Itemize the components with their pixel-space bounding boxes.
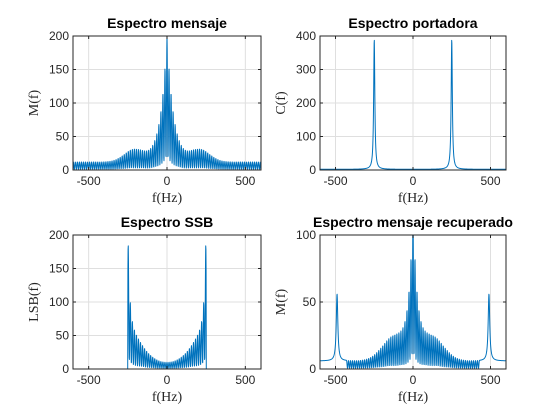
x-tick-label: 0 [410, 174, 417, 188]
y-tick-label: 50 [56, 329, 70, 343]
x-tick-label: 500 [235, 373, 255, 387]
y-tick-label: 100 [296, 228, 316, 242]
y-tick-label: 0 [62, 163, 69, 177]
chart-title: Espectro SSB [121, 214, 214, 230]
y-tick-label: 0 [309, 362, 316, 376]
x-tick-label: 0 [164, 174, 171, 188]
x-tick-label: 500 [480, 373, 500, 387]
x-tick-label: -500 [77, 373, 101, 387]
series-line [73, 36, 261, 170]
x-axis-label: f(Hz) [152, 191, 183, 206]
y-tick-label: 0 [62, 362, 69, 376]
x-axis-label: f(Hz) [398, 191, 429, 206]
y-tick-label: 200 [49, 29, 69, 43]
x-tick-label: -500 [323, 373, 347, 387]
y-tick-label: 150 [49, 262, 69, 276]
series-line [73, 245, 261, 369]
y-tick-label: 200 [49, 228, 69, 242]
y-tick-label: 400 [296, 29, 316, 43]
y-tick-label: 100 [49, 96, 69, 110]
x-tick-label: 500 [235, 174, 255, 188]
chart-title: Espectro portadora [348, 15, 477, 31]
y-tick-label: 0 [309, 163, 316, 177]
x-tick-label: 500 [480, 174, 500, 188]
y-tick-label: 100 [296, 130, 316, 144]
x-tick-label: -500 [323, 174, 347, 188]
x-axis-label: f(Hz) [398, 390, 429, 405]
y-axis-label: M(f) [27, 89, 42, 116]
x-tick-label: -500 [77, 174, 101, 188]
y-tick-label: 50 [56, 130, 70, 144]
subplot-3: -500 0 500 0 50 100 150 200 Espectro SSB f(Hz) LSB… [27, 214, 262, 405]
chart-title: Espectro mensaje [107, 15, 227, 31]
y-tick-label: 300 [296, 63, 316, 77]
subplot-1: -500 0 500 0 50 100 150 200 Espectro mensaje f(Hz… [27, 15, 262, 206]
y-tick-label: 200 [296, 96, 316, 110]
chart-title: Espectro mensaje recuperado [313, 214, 513, 230]
subplot-2: -500 0 500 0 100 200 300 400 Espectro portadora f… [274, 15, 507, 206]
x-axis-label: f(Hz) [152, 390, 183, 405]
y-tick-label: 50 [303, 295, 317, 309]
y-tick-label: 100 [49, 295, 69, 309]
y-axis-label: C(f) [274, 91, 289, 115]
y-tick-label: 150 [49, 63, 69, 77]
series-line [320, 235, 506, 369]
x-tick-label: 0 [410, 373, 417, 387]
y-axis-label: M(f) [274, 288, 289, 315]
y-axis-label: LSB(f) [27, 282, 42, 322]
x-tick-label: 0 [164, 373, 171, 387]
